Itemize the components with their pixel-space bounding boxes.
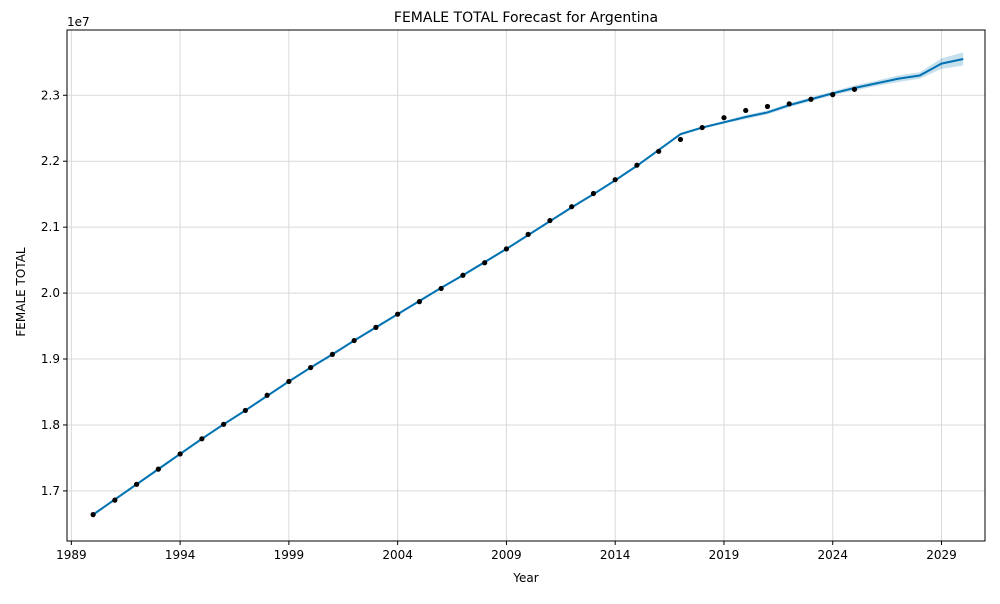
observed-point [482,260,488,266]
y-tick-label: 2.1 [41,220,60,234]
y-tick-label: 1.7 [41,484,60,498]
y-tick-label: 1.8 [41,418,60,432]
observed-point [416,299,423,305]
y-axis-offset-label: 1e7 [67,15,90,29]
observed-point [155,466,161,472]
observed-point [677,136,684,143]
observed-point [525,231,531,237]
grid-lines [67,30,985,541]
observed-point [308,364,314,371]
observed-point [851,86,858,92]
observed-point [395,311,401,317]
observed-point [134,481,140,487]
x-tick-label: 2004 [382,548,413,562]
observed-point [90,512,96,518]
y-tick-label: 1.9 [41,352,60,366]
observed-point [242,407,248,414]
observed-point [199,436,205,442]
observed-point [656,148,662,154]
x-tick-label: 1999 [274,548,305,562]
observed-point [764,103,771,110]
observed-point [351,337,357,344]
observed-point [177,451,183,457]
y-tick-label: 2.3 [41,88,60,102]
y-tick-label: 2.0 [41,286,60,300]
y-tick-label: 2.2 [41,154,60,168]
x-tick-label: 1989 [56,548,87,562]
axis-ticks: 1989 1994 1999 2004 2009 2014 2019 2024 2029 1.7 1… [41,88,957,562]
observed-point [743,107,749,114]
observed-point [547,217,553,224]
observed-point [699,124,705,131]
observed-point [569,204,575,210]
observed-points-layer [90,86,858,518]
observed-point [286,378,292,385]
observed-point [329,351,335,358]
x-tick-label: 2029 [926,548,957,562]
plot-frame [66,29,986,542]
observed-point [460,272,466,278]
observed-point [808,96,814,102]
x-tick-label: 2024 [817,548,848,562]
observed-point [634,162,640,168]
observed-point [721,115,727,121]
observed-point [112,497,118,503]
x-tick-label: 1994 [165,548,196,562]
observed-point [373,324,379,330]
chart-title: FEMALE TOTAL Forecast for Argentina [394,10,658,26]
x-tick-label: 2014 [600,548,631,562]
observed-point [503,246,510,252]
observed-point [590,190,597,197]
x-tick-label: 2009 [491,548,522,562]
observed-point [830,92,836,98]
observed-point [264,392,270,398]
x-tick-label: 2019 [709,548,740,562]
observed-point [786,101,792,107]
x-axis-label: Year [512,571,538,585]
observed-point [612,177,618,183]
observed-point [438,285,444,292]
observed-point [221,421,227,427]
y-axis-label: FEMALE TOTAL [14,247,28,337]
